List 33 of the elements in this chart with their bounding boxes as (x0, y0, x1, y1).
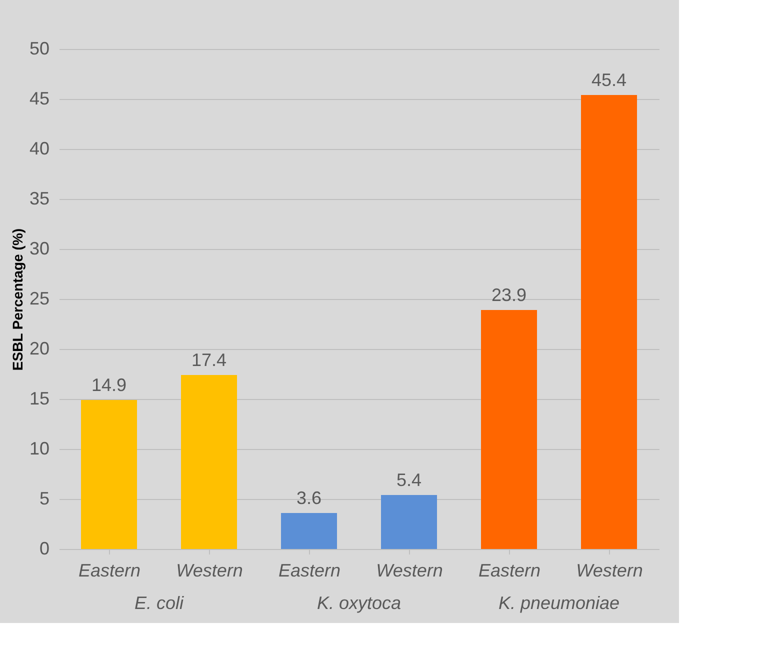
y-tick-label: 30 (29, 238, 50, 258)
y-tick-label: 45 (29, 88, 50, 108)
bar (381, 495, 437, 549)
data-label: 23.9 (491, 285, 527, 305)
y-tick-label: 15 (29, 388, 50, 408)
y-tick-label: 40 (29, 138, 50, 158)
bar (181, 375, 237, 549)
x-tick-label: Western (376, 560, 443, 580)
text: K. oxytoca (316, 593, 402, 613)
data-label: 45.4 (591, 70, 627, 90)
x-tick-label: Eastern (78, 560, 141, 580)
x-tick-label: Western (176, 560, 243, 580)
bar (281, 513, 337, 549)
y-tick-label: 50 (29, 38, 50, 58)
x-tick-label: Eastern (478, 560, 541, 580)
data-label: 14.9 (91, 375, 127, 395)
x-tick-label: Western (576, 560, 643, 580)
bar (81, 400, 137, 549)
text: E. coli (134, 593, 184, 613)
bar (481, 310, 537, 549)
y-tick-label: 35 (29, 188, 50, 208)
y-axis-title: ESBL Percentage (%) (9, 228, 26, 371)
y-tick-label: 20 (29, 338, 50, 358)
text: K. pneumoniae (498, 593, 620, 613)
y-tick-label: 25 (29, 288, 50, 308)
x-tick-label: Eastern (278, 560, 341, 580)
data-label: 17.4 (191, 350, 227, 370)
y-tick-label: 0 (39, 538, 50, 558)
data-label: 3.6 (296, 488, 322, 508)
y-tick-label: 5 (39, 488, 50, 508)
y-tick-label: 10 (29, 438, 50, 458)
bar (581, 95, 637, 549)
data-label: 5.4 (396, 470, 422, 490)
